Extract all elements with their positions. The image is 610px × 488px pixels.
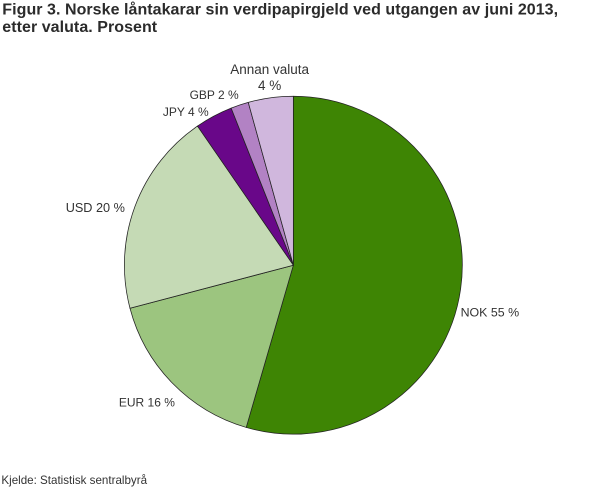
svg-text:4 %: 4 % [258,78,281,93]
svg-text:USD 20 %: USD 20 % [66,201,125,215]
svg-text:JPY 4 %: JPY 4 % [163,105,209,119]
svg-text:EUR 16 %: EUR 16 % [119,395,175,409]
svg-text:Kjelde: Statistisk sentralbyrå: Kjelde: Statistisk sentralbyrå [1,474,147,487]
svg-text:etter valuta. Prosent: etter valuta. Prosent [2,19,157,36]
svg-text:NOK 55 %: NOK 55 % [461,306,520,320]
svg-text:Annan valuta: Annan valuta [230,62,309,77]
svg-text:Figur 3. Norske låntakarar sin: Figur 3. Norske låntakarar sin verdipapi… [2,0,558,18]
svg-text:GBP 2 %: GBP 2 % [190,88,239,102]
